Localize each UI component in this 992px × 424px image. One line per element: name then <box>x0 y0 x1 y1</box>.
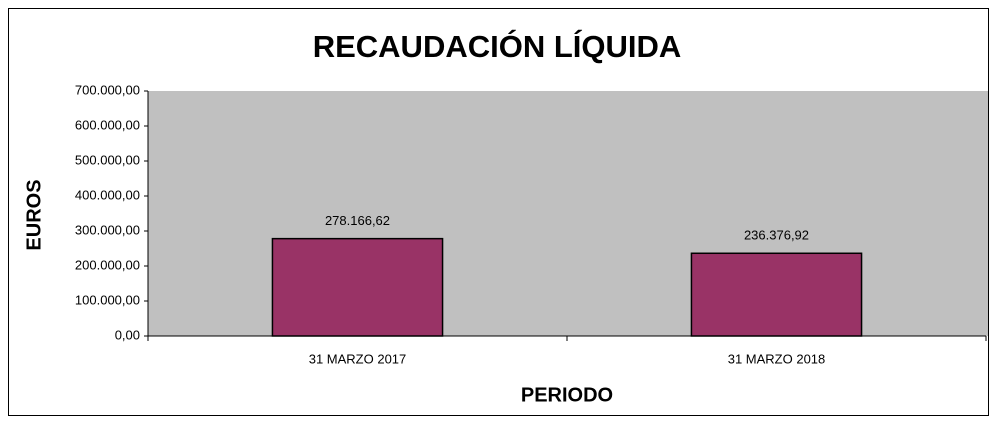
y-tick-label: 100.000,00 <box>75 292 140 307</box>
y-tick-label: 0,00 <box>115 327 140 342</box>
y-tick-label: 200.000,00 <box>75 257 140 272</box>
y-tick-label: 300.000,00 <box>75 222 140 237</box>
y-tick-label: 500.000,00 <box>75 152 140 167</box>
data-label: 278.166,62 <box>325 213 390 228</box>
data-label: 236.376,92 <box>744 228 809 243</box>
x-tick-label: 31 MARZO 2017 <box>309 351 407 366</box>
y-tick-label: 600.000,00 <box>75 117 140 132</box>
chart-title: RECAUDACIÓN LÍQUIDA <box>313 28 682 64</box>
bar <box>271 237 444 337</box>
y-tick-label: 700.000,00 <box>75 82 140 97</box>
x-axis-label: PERIODO <box>521 384 613 406</box>
y-axis-label: EUROS <box>23 179 45 250</box>
x-tick-label: 31 MARZO 2018 <box>728 351 826 366</box>
y-tick-label: 400.000,00 <box>75 187 140 202</box>
bar <box>690 252 863 337</box>
